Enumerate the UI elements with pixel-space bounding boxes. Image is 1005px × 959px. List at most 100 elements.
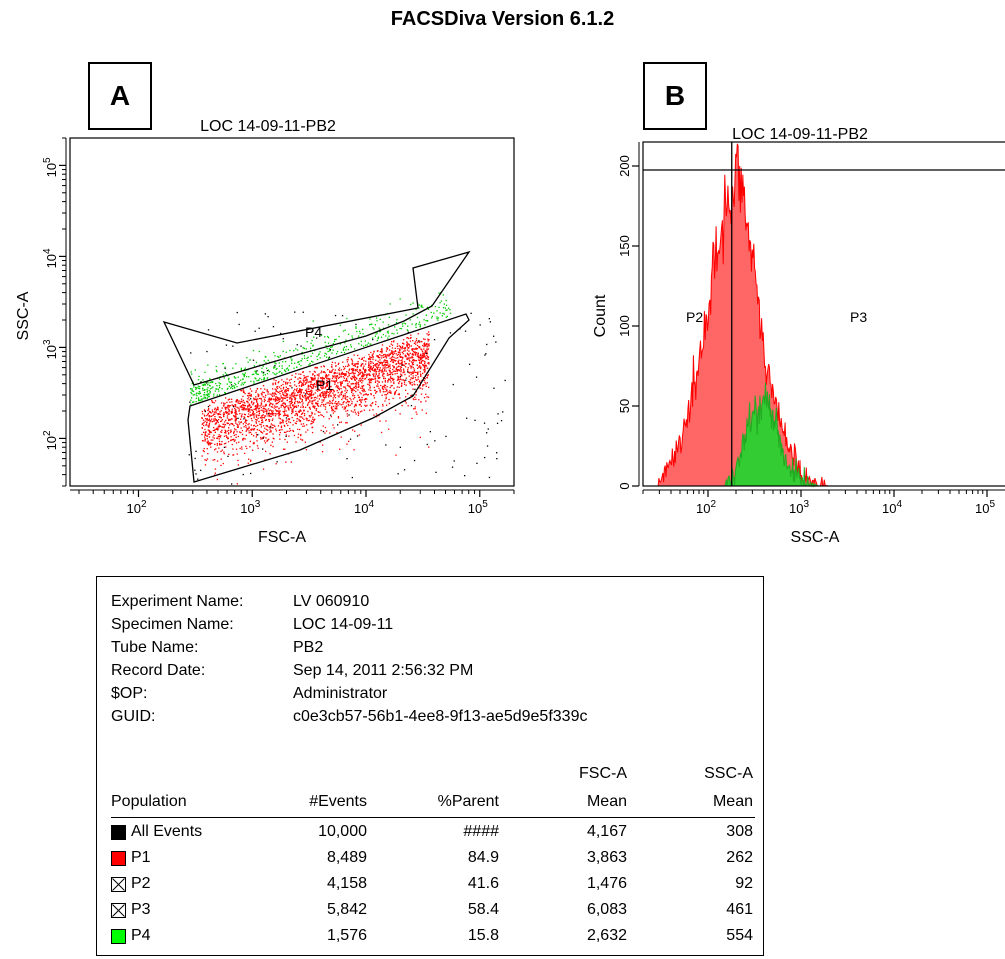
scatter-point [308, 364, 310, 366]
scatter-point [302, 383, 304, 385]
scatter-point [369, 365, 371, 367]
scatter-point [330, 390, 332, 393]
scatter-point [256, 429, 258, 431]
scatter-point [286, 378, 288, 380]
scatter-point [349, 397, 351, 399]
scatter-point [257, 373, 259, 376]
scatter-point [279, 393, 281, 395]
scatter-point [310, 390, 312, 392]
scatter-point [280, 406, 282, 408]
scatter-point [327, 375, 329, 377]
scatter-point [300, 434, 302, 436]
scatter-point [285, 386, 287, 388]
scatter-point [242, 389, 244, 391]
scatter-point [475, 376, 478, 378]
scatter-point [425, 393, 427, 395]
scatter-point [415, 343, 417, 345]
scatter-point [372, 338, 374, 341]
scatter-point [338, 374, 340, 376]
scatter-point [402, 342, 404, 344]
scatter-point [284, 425, 286, 427]
scatter-point [417, 355, 420, 357]
scatter-point [387, 332, 389, 334]
scatter-point [395, 322, 398, 324]
tick-label: 105 [42, 157, 59, 177]
scatter-point [317, 404, 319, 407]
scatter-point [259, 377, 261, 380]
scatter-point [354, 379, 356, 382]
scatter-point [235, 436, 237, 438]
scatter-point [337, 387, 339, 390]
scatter-point [316, 383, 318, 385]
scatter-point [280, 426, 283, 429]
scatter-point [320, 377, 322, 380]
scatter-point [377, 376, 379, 378]
scatter-point [290, 402, 293, 405]
scatter-point [321, 399, 323, 401]
scatter-point [354, 378, 356, 381]
scatter-point [248, 426, 250, 428]
scatter-point [229, 405, 231, 407]
scatter-point [204, 459, 206, 461]
scatter-point [281, 372, 283, 374]
scatter-point [403, 379, 405, 382]
scatter-point [195, 387, 197, 389]
scatter-point [256, 411, 258, 413]
scatter-point [236, 453, 238, 455]
scatter-point [284, 397, 286, 399]
scatter-point [222, 374, 224, 376]
scatter-point [401, 363, 403, 365]
scatter-point [329, 378, 331, 380]
scatter-point [285, 382, 287, 384]
scatter-point [315, 408, 318, 410]
scatter-point [415, 379, 417, 381]
scatter-point [376, 416, 378, 418]
meta-value: Administrator [293, 685, 388, 702]
scatter-point [356, 368, 358, 370]
scatter-point [201, 399, 203, 401]
scatter-point [271, 394, 273, 396]
scatter-point [333, 380, 335, 383]
scatter-point [227, 437, 229, 439]
scatter-point [284, 392, 286, 394]
scatter-point [275, 428, 277, 430]
scatter-point [251, 373, 254, 376]
scatter-point [280, 422, 282, 424]
swatch-p1 [111, 851, 126, 866]
scatter-point [316, 374, 318, 376]
scatter-point [204, 384, 207, 386]
scatter-point [339, 394, 341, 396]
scatter-point [356, 386, 358, 388]
scatter-point [260, 417, 262, 419]
scatter-point [337, 382, 339, 384]
scatter-point [223, 415, 225, 418]
scatter-point [225, 410, 227, 413]
scatter-point [262, 408, 264, 410]
scatter-point [413, 360, 415, 362]
scatter-point [224, 432, 226, 434]
scatter-point [207, 440, 209, 442]
scatter-point [248, 408, 250, 410]
scatter-point [412, 398, 414, 400]
scatter-point [309, 394, 312, 396]
scatter-point [398, 345, 400, 347]
header-parent: %Parent [437, 793, 499, 810]
scatter-point [213, 402, 215, 404]
scatter-point [417, 367, 419, 369]
scatter-point [379, 328, 382, 331]
scatter-point [244, 438, 246, 440]
scatter-point [212, 420, 215, 422]
scatter-point [246, 408, 248, 410]
scatter-point [373, 370, 375, 372]
scatter-point [261, 400, 263, 402]
scatter-point [214, 423, 216, 425]
scatter-point [213, 393, 215, 395]
scatter-point [332, 405, 335, 408]
scatter-point [401, 351, 403, 353]
scatter-point [225, 434, 227, 437]
scatter-point [399, 368, 402, 370]
scatter-point [353, 389, 355, 392]
scatter-point [393, 382, 395, 385]
scatter-point [291, 393, 294, 395]
scatter-point [332, 409, 335, 412]
